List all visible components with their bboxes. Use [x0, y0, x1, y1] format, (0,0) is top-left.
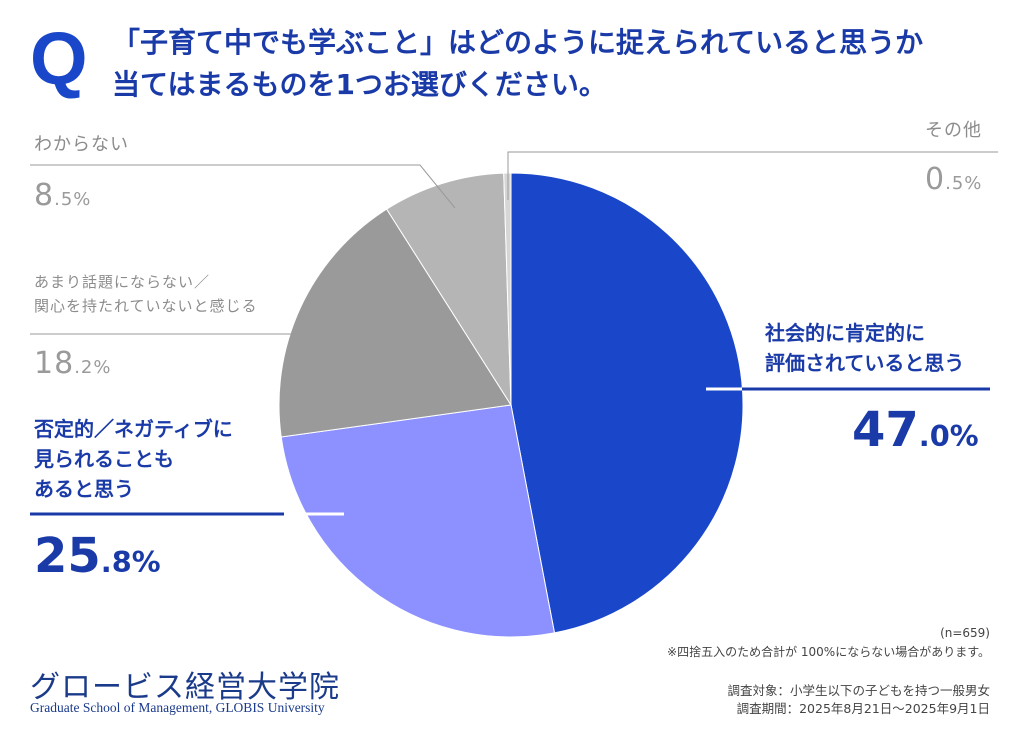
leader-lines [30, 151, 998, 516]
label-other: その他 [925, 120, 982, 141]
question-line-2: 当てはまるものを1つお選びください。 [112, 68, 607, 101]
leader-line-unknown [30, 164, 456, 209]
logo-english: Graduate School of Management, GLOBIS Un… [30, 700, 325, 715]
value-other: 0.5% [925, 162, 983, 197]
pie-slices [278, 172, 744, 638]
pie-slice-0 [510, 172, 744, 634]
leader-line-other [507, 151, 998, 200]
label-not-topic: あまり話題にならない／ 関心を持たれていないと感じる [34, 273, 258, 315]
label-unknown: わからない [34, 134, 129, 155]
pie-slice-3 [385, 172, 512, 407]
survey-period: 調査期間：2025年8月21日〜2025年9月1日 [736, 701, 990, 716]
label-positive: 社会的に肯定的に 評価されていると思う [765, 321, 965, 375]
value-negative: 25.8% [34, 528, 161, 584]
value-not-topic: 18.2% [34, 346, 112, 381]
value-positive: 47.0% [852, 402, 979, 458]
value-unknown: 8.5% [34, 178, 92, 213]
question-line-1: 「子育て中でも学ぶこと」はどのように捉えられていると思うか [112, 26, 924, 59]
survey-target: 調査対象：小学生以下の子どもを持つ一般男女 [727, 683, 990, 698]
pie-slice-2 [278, 208, 512, 438]
logo-japanese: グロービス経営大学院 [30, 670, 340, 705]
label-negative: 否定的／ネガティブに 見られることも あると思う [34, 417, 233, 501]
rounding-note: ※四捨五入のため合計が 100%にならない場合があります。 [667, 645, 990, 659]
question-title: 「子育て中でも学ぶこと」はどのように捉えられていると思うか 当てはまるものを1つ… [112, 22, 1012, 106]
pie-slice-4 [503, 172, 512, 406]
sample-size: (n=659) [940, 626, 990, 640]
pie-slice-1 [280, 404, 556, 638]
question-mark: Q [30, 17, 88, 100]
